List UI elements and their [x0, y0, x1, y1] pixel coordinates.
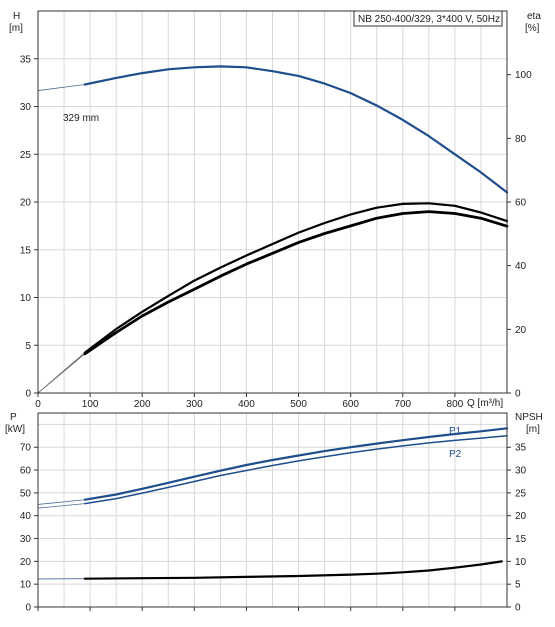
y-axis-tick-label: 15: [20, 245, 32, 256]
y-axis-tick-label: 20: [20, 198, 32, 209]
curve-1-1: [84, 435, 508, 505]
y2-axis-tick-label: 10: [515, 557, 527, 568]
y-axis-tick-label: 10: [20, 580, 32, 591]
y2-axis-tick-label: 25: [515, 488, 527, 499]
y2-axis-tick-label: 60: [515, 198, 527, 209]
grid-lines: [38, 11, 507, 607]
x-axis-tick-label: 600: [342, 399, 359, 410]
y-axis-tick-label: 20: [20, 557, 32, 568]
curve-1-2: [83, 560, 503, 580]
y2-axis-tick-label: 30: [515, 466, 527, 477]
y-axis-tick-label: 35: [20, 54, 32, 65]
y-axis-tick-label: 10: [20, 293, 32, 304]
x-axis-tick-label: 800: [447, 399, 464, 410]
x-axis-tick-label: 100: [82, 399, 99, 410]
curve-0-2: [83, 202, 509, 354]
y-axis-tick-label: 40: [20, 511, 32, 522]
curve-extension: [37, 84, 85, 91]
x-axis-tick-label: 700: [394, 399, 411, 410]
curve-extension: [37, 352, 86, 394]
chart-title: NB 250-400/329, 3*400 V, 50Hz: [358, 14, 500, 25]
p1-series-label: P1: [449, 426, 462, 437]
y-axis-tick-label: 25: [20, 150, 32, 161]
npsh-axis-label-line2: [m]: [526, 424, 540, 435]
x-axis-tick-label: 400: [238, 399, 255, 410]
x-axis-tick-label: 300: [186, 399, 203, 410]
power-axis-label-line1: P: [10, 412, 17, 423]
x-axis-tick-label: 0: [35, 399, 41, 410]
y-axis-tick-label: 30: [20, 102, 32, 113]
y2-axis-tick-label: 20: [515, 511, 527, 522]
plot-frame: [37, 412, 508, 608]
chart-labels: NB 250-400/329, 3*400 V, 50Hz H [m] eta …: [5, 10, 543, 460]
y-axis-tick-label: 0: [25, 389, 31, 400]
npsh-axis-label-line1: NPSH: [515, 412, 543, 423]
y2-axis-tick-label: 5: [515, 580, 521, 591]
x-axis-tick-label: 500: [290, 399, 307, 410]
y2-axis-tick-label: 0: [515, 603, 521, 614]
curve-extension: [37, 503, 85, 509]
y2-axis-tick-label: 35: [515, 443, 527, 454]
y-axis-tick-label: 50: [20, 488, 32, 499]
curve-0-1: [83, 210, 509, 356]
flow-axis-label: Q [m³/h]: [467, 398, 503, 409]
y-axis-tick-label: 0: [25, 603, 31, 614]
y2-axis-tick-label: 100: [515, 70, 532, 81]
head-axis-label-line1: H: [13, 11, 20, 22]
y-axis-tick-label: 60: [20, 466, 32, 477]
title-box: [353, 10, 503, 27]
x-axis-tick-label: 200: [134, 399, 151, 410]
y2-axis-tick-label: 40: [515, 261, 527, 272]
y-axis-tick-label: 70: [20, 443, 32, 454]
y2-axis-tick-label: 15: [515, 534, 527, 545]
curve-extension: [37, 499, 85, 505]
curve-0-0: [83, 65, 509, 194]
power-axis-label-line2: [kW]: [5, 424, 25, 435]
y2-axis-tick-label: 80: [515, 134, 527, 145]
y-axis-tick-label: 30: [20, 534, 32, 545]
head-axis-label-line2: [m]: [9, 23, 23, 34]
curve-1-0: [83, 427, 509, 501]
curve-extensions: [37, 84, 86, 580]
impeller-diameter-label: 329 mm: [63, 113, 99, 124]
p2-series-label: P2: [449, 449, 462, 460]
curves: [83, 65, 509, 580]
y-axis-tick-label: 5: [25, 341, 31, 352]
eta-axis-label-line1: eta: [527, 11, 541, 22]
y2-axis-tick-label: 0: [515, 389, 521, 400]
y2-axis-tick-label: 20: [515, 325, 527, 336]
eta-axis-label-line2: [%]: [525, 23, 540, 34]
